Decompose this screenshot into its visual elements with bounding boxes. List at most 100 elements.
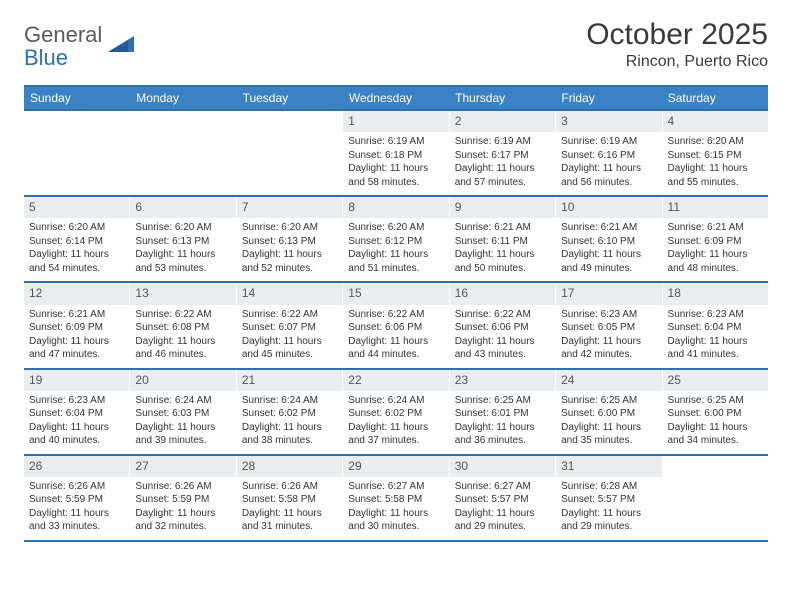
day-number: 23 xyxy=(450,370,555,391)
sunrise-text: Sunrise: 6:19 AM xyxy=(455,135,550,149)
sunset-text: Sunset: 6:14 PM xyxy=(29,235,124,249)
day-body: Sunrise: 6:20 AMSunset: 6:13 PMDaylight:… xyxy=(130,218,235,281)
sunrise-text: Sunrise: 6:24 AM xyxy=(242,394,337,408)
day-number: 9 xyxy=(450,197,555,218)
day-body: Sunrise: 6:21 AMSunset: 6:11 PMDaylight:… xyxy=(450,218,555,281)
calendar-page: General Blue October 2025 Rincon, Puerto… xyxy=(0,0,792,560)
sunset-text: Sunset: 6:17 PM xyxy=(455,149,550,163)
day-body: Sunrise: 6:22 AMSunset: 6:06 PMDaylight:… xyxy=(343,305,448,368)
sunset-text: Sunset: 5:59 PM xyxy=(135,493,230,507)
day-number: 24 xyxy=(556,370,661,391)
daylight-text: Daylight: 11 hours and 50 minutes. xyxy=(455,248,550,275)
day-body: Sunrise: 6:26 AMSunset: 5:59 PMDaylight:… xyxy=(24,477,129,540)
sunrise-text: Sunrise: 6:25 AM xyxy=(561,394,656,408)
logo-word1: General xyxy=(24,22,102,47)
sunrise-text: Sunrise: 6:22 AM xyxy=(455,308,550,322)
day-body: Sunrise: 6:20 AMSunset: 6:13 PMDaylight:… xyxy=(237,218,342,281)
sunrise-text: Sunrise: 6:20 AM xyxy=(242,221,337,235)
week-row: 1Sunrise: 6:19 AMSunset: 6:18 PMDaylight… xyxy=(24,109,768,195)
sunset-text: Sunset: 5:59 PM xyxy=(29,493,124,507)
sunrise-text: Sunrise: 6:22 AM xyxy=(348,308,443,322)
day-number: 12 xyxy=(24,283,129,304)
day-body: Sunrise: 6:25 AMSunset: 6:00 PMDaylight:… xyxy=(663,391,768,454)
day-body: Sunrise: 6:22 AMSunset: 6:07 PMDaylight:… xyxy=(237,305,342,368)
day-cell: 7Sunrise: 6:20 AMSunset: 6:13 PMDaylight… xyxy=(237,197,343,281)
day-number: 17 xyxy=(556,283,661,304)
day-body: Sunrise: 6:27 AMSunset: 5:58 PMDaylight:… xyxy=(343,477,448,540)
day-cell: 29Sunrise: 6:27 AMSunset: 5:58 PMDayligh… xyxy=(343,456,449,540)
day-number: 2 xyxy=(450,111,555,132)
sunrise-text: Sunrise: 6:22 AM xyxy=(242,308,337,322)
sunset-text: Sunset: 5:57 PM xyxy=(561,493,656,507)
daylight-text: Daylight: 11 hours and 48 minutes. xyxy=(668,248,763,275)
weeks-container: 1Sunrise: 6:19 AMSunset: 6:18 PMDaylight… xyxy=(24,109,768,542)
week-row: 5Sunrise: 6:20 AMSunset: 6:14 PMDaylight… xyxy=(24,195,768,281)
sunset-text: Sunset: 6:05 PM xyxy=(561,321,656,335)
day-body: Sunrise: 6:22 AMSunset: 6:08 PMDaylight:… xyxy=(130,305,235,368)
weekday-header: Thursday xyxy=(449,87,555,109)
day-number: 22 xyxy=(343,370,448,391)
day-cell: 22Sunrise: 6:24 AMSunset: 6:02 PMDayligh… xyxy=(343,370,449,454)
weekday-header: Friday xyxy=(555,87,661,109)
sunset-text: Sunset: 6:02 PM xyxy=(242,407,337,421)
empty-cell xyxy=(24,111,130,195)
day-number: 29 xyxy=(343,456,448,477)
day-number: 14 xyxy=(237,283,342,304)
daylight-text: Daylight: 11 hours and 38 minutes. xyxy=(242,421,337,448)
daylight-text: Daylight: 11 hours and 56 minutes. xyxy=(561,162,656,189)
day-number: 16 xyxy=(450,283,555,304)
sunrise-text: Sunrise: 6:23 AM xyxy=(668,308,763,322)
day-body: Sunrise: 6:21 AMSunset: 6:10 PMDaylight:… xyxy=(556,218,661,281)
day-body: Sunrise: 6:27 AMSunset: 5:57 PMDaylight:… xyxy=(450,477,555,540)
day-number: 3 xyxy=(556,111,661,132)
day-body: Sunrise: 6:25 AMSunset: 6:00 PMDaylight:… xyxy=(556,391,661,454)
day-body: Sunrise: 6:20 AMSunset: 6:14 PMDaylight:… xyxy=(24,218,129,281)
sunset-text: Sunset: 6:16 PM xyxy=(561,149,656,163)
day-body: Sunrise: 6:20 AMSunset: 6:15 PMDaylight:… xyxy=(663,132,768,195)
day-body: Sunrise: 6:21 AMSunset: 6:09 PMDaylight:… xyxy=(24,305,129,368)
sunset-text: Sunset: 6:10 PM xyxy=(561,235,656,249)
week-row: 26Sunrise: 6:26 AMSunset: 5:59 PMDayligh… xyxy=(24,454,768,542)
weekday-header-row: SundayMondayTuesdayWednesdayThursdayFrid… xyxy=(24,85,768,109)
daylight-text: Daylight: 11 hours and 57 minutes. xyxy=(455,162,550,189)
sunrise-text: Sunrise: 6:20 AM xyxy=(29,221,124,235)
sunrise-text: Sunrise: 6:22 AM xyxy=(135,308,230,322)
sunrise-text: Sunrise: 6:25 AM xyxy=(455,394,550,408)
sunrise-text: Sunrise: 6:26 AM xyxy=(242,480,337,494)
day-cell: 27Sunrise: 6:26 AMSunset: 5:59 PMDayligh… xyxy=(130,456,236,540)
sunset-text: Sunset: 6:11 PM xyxy=(455,235,550,249)
day-cell: 10Sunrise: 6:21 AMSunset: 6:10 PMDayligh… xyxy=(556,197,662,281)
title-block: October 2025 Rincon, Puerto Rico xyxy=(586,18,768,71)
sunrise-text: Sunrise: 6:21 AM xyxy=(561,221,656,235)
sunset-text: Sunset: 6:09 PM xyxy=(29,321,124,335)
empty-cell xyxy=(237,111,343,195)
daylight-text: Daylight: 11 hours and 42 minutes. xyxy=(561,335,656,362)
sunset-text: Sunset: 6:13 PM xyxy=(242,235,337,249)
day-number: 27 xyxy=(130,456,235,477)
daylight-text: Daylight: 11 hours and 31 minutes. xyxy=(242,507,337,534)
day-number: 20 xyxy=(130,370,235,391)
sunset-text: Sunset: 6:03 PM xyxy=(135,407,230,421)
sunrise-text: Sunrise: 6:23 AM xyxy=(29,394,124,408)
day-cell: 30Sunrise: 6:27 AMSunset: 5:57 PMDayligh… xyxy=(450,456,556,540)
day-cell: 5Sunrise: 6:20 AMSunset: 6:14 PMDaylight… xyxy=(24,197,130,281)
day-cell: 25Sunrise: 6:25 AMSunset: 6:00 PMDayligh… xyxy=(663,370,768,454)
sunrise-text: Sunrise: 6:25 AM xyxy=(668,394,763,408)
daylight-text: Daylight: 11 hours and 43 minutes. xyxy=(455,335,550,362)
daylight-text: Daylight: 11 hours and 51 minutes. xyxy=(348,248,443,275)
day-cell: 1Sunrise: 6:19 AMSunset: 6:18 PMDaylight… xyxy=(343,111,449,195)
day-cell: 23Sunrise: 6:25 AMSunset: 6:01 PMDayligh… xyxy=(450,370,556,454)
week-row: 19Sunrise: 6:23 AMSunset: 6:04 PMDayligh… xyxy=(24,368,768,454)
day-cell: 9Sunrise: 6:21 AMSunset: 6:11 PMDaylight… xyxy=(450,197,556,281)
day-number: 26 xyxy=(24,456,129,477)
day-number: 8 xyxy=(343,197,448,218)
daylight-text: Daylight: 11 hours and 49 minutes. xyxy=(561,248,656,275)
day-cell: 14Sunrise: 6:22 AMSunset: 6:07 PMDayligh… xyxy=(237,283,343,367)
day-cell: 26Sunrise: 6:26 AMSunset: 5:59 PMDayligh… xyxy=(24,456,130,540)
daylight-text: Daylight: 11 hours and 36 minutes. xyxy=(455,421,550,448)
day-number: 19 xyxy=(24,370,129,391)
daylight-text: Daylight: 11 hours and 40 minutes. xyxy=(29,421,124,448)
sunrise-text: Sunrise: 6:19 AM xyxy=(348,135,443,149)
sunrise-text: Sunrise: 6:21 AM xyxy=(29,308,124,322)
daylight-text: Daylight: 11 hours and 32 minutes. xyxy=(135,507,230,534)
